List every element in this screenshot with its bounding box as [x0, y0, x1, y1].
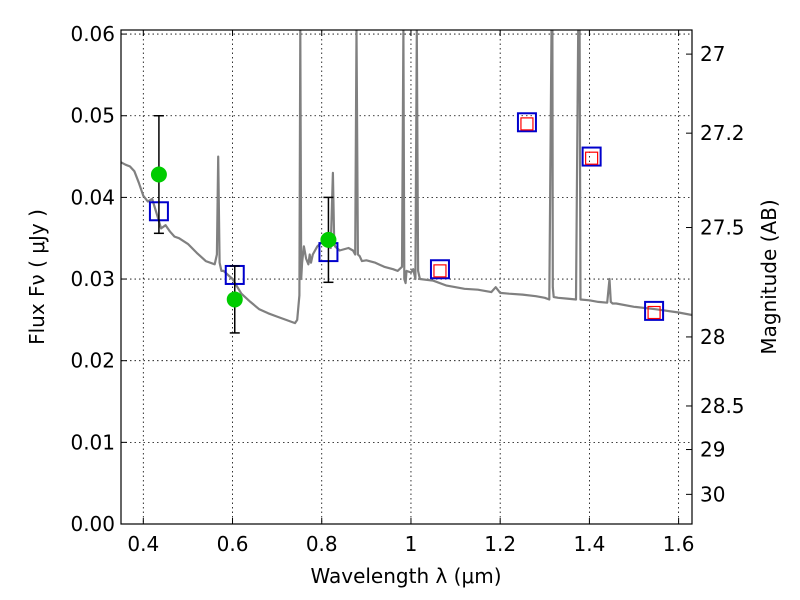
- model-photometry-square: [581, 146, 602, 167]
- y-tick-label: 0.00: [70, 512, 115, 536]
- x-tick-label: 1.2: [484, 532, 516, 556]
- model-photometry-square: [429, 259, 450, 280]
- y-tick-label: 0.06: [70, 22, 115, 46]
- observed-point: [150, 166, 167, 183]
- magnitude-tick-label: 28.5: [700, 394, 745, 418]
- x-tick-label: 0.4: [127, 532, 159, 556]
- observed-point: [320, 231, 337, 248]
- sed-model-line: [121, 30, 692, 325]
- plot-frame: [120, 29, 693, 525]
- x-axis-label: Wavelength λ (μm): [310, 564, 501, 588]
- x-tick-label: 1: [405, 532, 418, 556]
- y-tick-label: 0.05: [70, 104, 115, 128]
- magnitude-axis-label: Magnitude (AB): [757, 199, 781, 354]
- y-axis: 0.00 0.01 0.02 0.03 0.04 0.05 0.06: [70, 22, 127, 536]
- upper-limit-square: [585, 151, 599, 165]
- upper-limit-square: [647, 305, 661, 320]
- y-tick-label: 0.04: [70, 185, 115, 209]
- upper-limit-square: [433, 264, 447, 278]
- x-tick-label: 0.6: [217, 532, 249, 556]
- model-photometry-square: [644, 300, 665, 321]
- x-tick-label: 1.6: [663, 532, 695, 556]
- x-axis: 0.4 0.6 0.8 1 1.2 1.4 1.6: [127, 30, 695, 556]
- magnitude-tick-label: 30: [700, 482, 725, 506]
- model-photometry-square: [516, 112, 537, 133]
- x-tick-label: 0.8: [306, 532, 338, 556]
- y-tick-label: 0.03: [70, 267, 115, 291]
- magnitude-tick-label: 27: [700, 42, 725, 66]
- plot-data: [121, 30, 692, 334]
- y-tick-label: 0.02: [70, 349, 115, 373]
- y-tick-label: 0.01: [70, 430, 115, 454]
- magnitude-tick-label: 29: [700, 438, 725, 462]
- observed-point: [226, 291, 243, 308]
- y-axis-label: Flux Fν ( μJy ): [25, 209, 49, 345]
- magnitude-tick-label: 28: [700, 325, 725, 349]
- magnitude-tick-label: 27.2: [700, 121, 745, 145]
- magnitude-tick-label: 27.5: [700, 216, 745, 240]
- x-tick-label: 1.4: [573, 532, 605, 556]
- magnitude-axis: 27 27.2 27.5 28 28.5 29 30: [686, 42, 745, 506]
- upper-limit-square: [520, 117, 534, 131]
